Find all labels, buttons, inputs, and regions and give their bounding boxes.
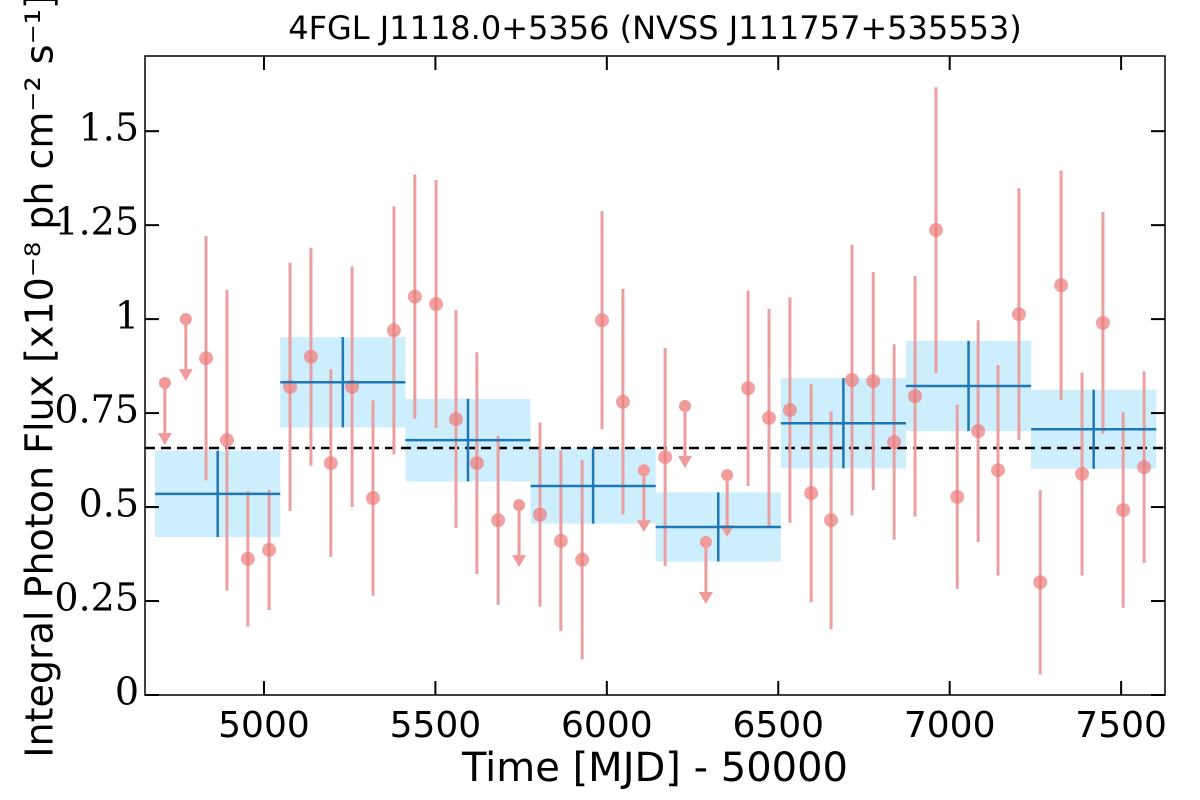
data-point xyxy=(407,289,422,304)
data-point xyxy=(991,463,1006,478)
data-point xyxy=(219,433,234,448)
data-point xyxy=(366,491,380,506)
data-point xyxy=(908,389,923,404)
x-tick-label: 6000 xyxy=(561,705,653,746)
upper-limit-point xyxy=(721,469,734,482)
data-point xyxy=(553,533,568,548)
data-point xyxy=(491,513,506,528)
data-point xyxy=(1075,466,1090,481)
upper-limit-point xyxy=(679,399,691,412)
data-point xyxy=(1054,278,1069,293)
upper-limit-point xyxy=(699,536,712,549)
data-point xyxy=(928,223,943,238)
data-point xyxy=(950,489,965,504)
data-point xyxy=(532,507,547,522)
data-point xyxy=(199,351,214,366)
data-point xyxy=(1095,315,1110,330)
upper-limit-arrow xyxy=(698,592,713,605)
x-tick-label: 7000 xyxy=(904,705,996,746)
data-point xyxy=(575,552,590,567)
y-tick-label: 1 xyxy=(115,294,139,338)
data-point xyxy=(1033,575,1048,590)
data-point xyxy=(971,424,986,439)
data-point xyxy=(1137,460,1152,475)
x-tick-label: 5500 xyxy=(390,705,482,746)
data-point xyxy=(303,349,318,364)
data-point xyxy=(323,456,338,471)
data-point xyxy=(615,394,630,409)
upper-limit-arrow xyxy=(678,455,692,468)
y-tick-label: 1.25 xyxy=(54,200,139,244)
data-point xyxy=(887,435,902,450)
data-point xyxy=(658,450,673,465)
chart-title: 4FGL J1118.0+5356 (NVSS J111757+535553) xyxy=(288,9,1022,47)
data-point xyxy=(448,412,463,427)
data-point xyxy=(804,486,819,501)
data-point xyxy=(1116,503,1131,518)
data-point xyxy=(844,373,859,388)
y-tick-label: 1.5 xyxy=(79,106,139,150)
data-point xyxy=(429,297,444,312)
data-point xyxy=(469,456,484,471)
upper-limit-point xyxy=(513,499,526,512)
data-point xyxy=(866,374,881,389)
data-point xyxy=(824,513,839,528)
data-point xyxy=(595,313,610,328)
y-tick-label: 0.5 xyxy=(79,482,139,526)
x-tick-label: 7500 xyxy=(1075,705,1167,746)
data-point xyxy=(386,323,401,338)
data-point xyxy=(782,403,797,418)
upper-limit-point xyxy=(637,464,650,477)
x-axis-label: Time [MJD] - 50000 xyxy=(461,745,848,791)
y-tick-label: 0.25 xyxy=(54,576,139,620)
data-point xyxy=(741,381,756,396)
data-point xyxy=(262,542,277,557)
upper-limit-point xyxy=(158,377,171,390)
data-point xyxy=(762,410,776,425)
plot-frame xyxy=(144,55,1166,696)
upper-limit-arrow xyxy=(157,433,172,446)
data-point xyxy=(240,551,255,566)
y-tick-label: 0 xyxy=(115,670,139,714)
x-tick-label: 6500 xyxy=(732,705,824,746)
upper-limit-arrow xyxy=(512,555,527,568)
y-tick-label: 0.75 xyxy=(54,388,139,432)
y-axis-label: Integral Photon Flux [x10⁻⁸ ph cm⁻² s⁻¹] xyxy=(18,0,62,758)
upper-limit-arrow xyxy=(636,520,651,533)
upper-limit-point xyxy=(179,313,192,326)
upper-limit-arrow xyxy=(178,369,193,382)
x-tick-label: 5000 xyxy=(218,705,310,746)
data-point xyxy=(1011,307,1026,322)
